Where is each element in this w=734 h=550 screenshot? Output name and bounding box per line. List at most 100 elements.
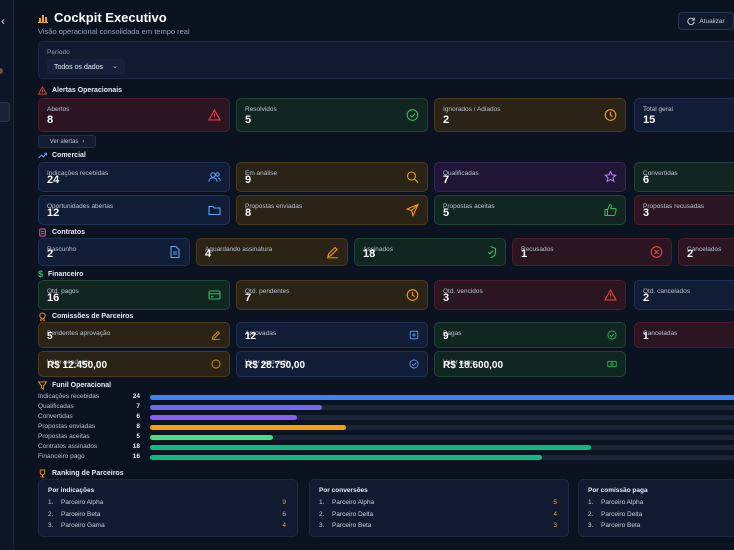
contratos-card[interactable]: Recusados 1 [512, 238, 672, 266]
ranking-value: 4 [553, 510, 557, 518]
funnel-row: Qualificadas 7 [38, 403, 734, 412]
period-select[interactable]: Todos os dados ⌄ [47, 59, 125, 75]
comercial-card[interactable]: Convertidas 6 [634, 162, 734, 192]
financeiro-card[interactable]: Qtd. cancelados 2 [634, 280, 734, 310]
comercial-card[interactable]: Indicações recebidas 24 [38, 162, 230, 192]
card-label: Propostas recusadas [643, 203, 705, 210]
period-value: Todos os dados [54, 63, 104, 71]
alerts-card[interactable]: Ignorados / Adiados 2 [434, 98, 626, 132]
ranking-value: 5 [553, 499, 557, 506]
sidebar-active-item[interactable] [0, 102, 10, 122]
funnel-value: 16 [132, 453, 140, 460]
comercial-card[interactable]: Qualificadas 7 [434, 162, 626, 192]
comercial-card[interactable]: Em análise 9 [236, 162, 428, 192]
section-financeiro: $ Financeiro [38, 269, 83, 279]
card-value: 9 [245, 174, 252, 186]
plus-square-icon [409, 330, 419, 340]
view-alerts-label: Ver alertas [49, 138, 79, 145]
chevron-left-icon[interactable]: ‹ [1, 14, 5, 28]
card-value: 15 [643, 114, 656, 126]
section-alertas: Alertas Operacionais [38, 86, 122, 95]
ranking-position: 1. [588, 499, 594, 506]
trophy-icon [39, 469, 46, 478]
comissoes-card[interactable]: Valor pendente R$ 12.450,00 [38, 351, 230, 377]
funnel-value: 24 [132, 393, 140, 400]
ranking-row: 3. Parceiro Beta 3 [319, 522, 561, 532]
section-title: Funil Operacional [52, 382, 112, 389]
comissoes-card[interactable]: Valor aprovado R$ 28.750,00 [236, 351, 428, 377]
contratos-card[interactable]: Cancelados 2 [678, 238, 734, 266]
partner-name: Parceiro Delta [332, 510, 374, 518]
ranking-position: 2. [319, 510, 325, 518]
card-label: Qtd. pendentes [245, 288, 290, 295]
document-icon [39, 228, 46, 237]
comercial-card[interactable]: Propostas enviadas 8 [236, 195, 428, 225]
card-label: Em análise [245, 170, 278, 177]
card-label: Aguardando assinatura [205, 246, 273, 253]
ranking-position: 1. [48, 499, 54, 506]
comissoes-card[interactable]: Pendentes aprovação 5 [38, 322, 230, 348]
funnel-track [150, 425, 734, 430]
ranking-value: 6 [282, 510, 286, 518]
view-alerts-button[interactable]: Ver alertas › [38, 135, 96, 148]
section-funil: Funil Operacional [38, 381, 111, 390]
search-icon [406, 171, 419, 183]
comercial-card[interactable]: Propostas aceitas 5 [434, 195, 626, 225]
ranking-card: Por indicações 1. Parceiro Alpha 9 2. Parceir… [38, 479, 298, 537]
comissoes-card[interactable]: Aprovadas 12 [236, 322, 428, 348]
card-label: Pagas [443, 330, 462, 337]
card-label: Recusados [521, 246, 554, 253]
ranking-position: 3. [588, 522, 594, 529]
alerts-card[interactable]: Resolvidos 5 [236, 98, 428, 132]
comercial-card[interactable]: Oportunidades abertas 12 [38, 195, 230, 225]
funnel-bar [150, 395, 734, 400]
card-label: Qtd. pagos [47, 288, 79, 295]
financeiro-card[interactable]: Qtd. vencidos 3 [434, 280, 626, 310]
card-value: 8 [47, 114, 54, 126]
funnel-track [150, 435, 734, 440]
check-circle-icon [406, 109, 419, 121]
funnel-value: 8 [136, 423, 140, 430]
ranking-row: 3. Parceiro Gama 4 [48, 522, 290, 532]
financeiro-card[interactable]: Qtd. pendentes 7 [236, 280, 428, 310]
funnel-label: Financeiro pago [38, 453, 85, 460]
card-icon [208, 290, 221, 300]
refresh-button[interactable]: Atualizar [678, 12, 734, 30]
thumbs-up-icon [604, 203, 617, 216]
comissoes-card[interactable]: Canceladas 1 [634, 322, 734, 348]
card-label: Qtd. vencidos [443, 288, 483, 295]
ranking-position: 1. [319, 499, 325, 506]
comercial-card[interactable]: Propostas recusadas 3 [634, 195, 734, 225]
contratos-card[interactable]: Assinados 18 [354, 238, 506, 266]
ranking-position: 3. [48, 522, 54, 529]
section-comercial: Comercial [38, 151, 86, 160]
shield-check-icon [487, 245, 497, 259]
funnel-bar [150, 425, 346, 430]
section-comissoes: Comissões de Parceiros [38, 312, 133, 321]
funnel-row: Financeiro pago 16 [38, 453, 734, 462]
trend-up-icon [38, 152, 47, 159]
users-icon [208, 172, 221, 182]
comissoes-card[interactable]: Pagas 9 [434, 322, 626, 348]
partner-name: Parceiro Beta [601, 522, 641, 529]
financeiro-card[interactable]: Qtd. pagos 16 [38, 280, 230, 310]
comissoes-card[interactable]: Valor pago R$ 18.600,00 [434, 351, 626, 377]
contratos-card[interactable]: Aguardando assinatura 4 [196, 238, 348, 266]
funnel-label: Contratos assinados [38, 443, 98, 450]
cash-icon [607, 360, 617, 368]
period-filter: Período Todos os dados ⌄ [38, 41, 734, 79]
pen-icon [327, 246, 338, 259]
alerts-card[interactable]: Abertos 8 [38, 98, 230, 132]
folder-icon [208, 205, 221, 216]
ranking-title: Por conversões [319, 487, 368, 494]
alerts-card[interactable]: Total geral 15 [634, 98, 734, 132]
card-value: 18 [363, 248, 376, 260]
card-label: Abertos [47, 106, 70, 113]
check-circle-icon [409, 359, 419, 369]
card-value: 5 [47, 331, 53, 342]
contratos-card[interactable]: Rascunho 2 [38, 238, 190, 266]
funnel-row: Indicações recebidas 24 [38, 393, 734, 402]
funnel-row: Propostas enviadas 8 [38, 423, 734, 432]
partner-name: Parceiro Alpha [332, 499, 375, 506]
partner-name: Parceiro Alpha [601, 499, 644, 506]
